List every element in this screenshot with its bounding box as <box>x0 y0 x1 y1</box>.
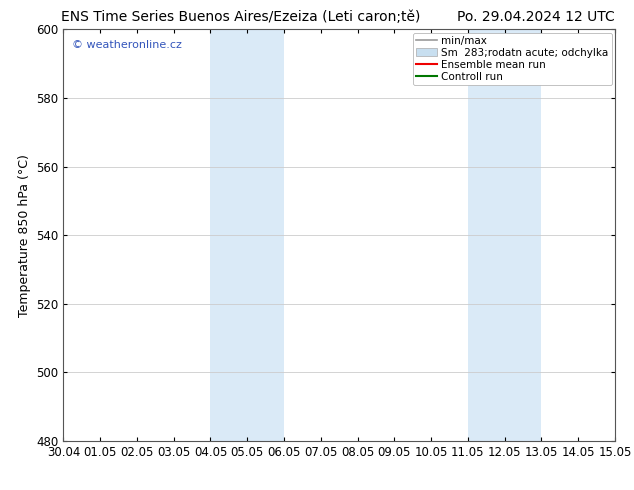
Legend: min/max, Sm  283;rodatn acute; odchylka, Ensemble mean run, Controll run: min/max, Sm 283;rodatn acute; odchylka, … <box>413 32 612 85</box>
Bar <box>468 29 541 441</box>
Bar <box>210 29 284 441</box>
Text: Po. 29.04.2024 12 UTC: Po. 29.04.2024 12 UTC <box>457 10 615 24</box>
Y-axis label: Temperature 850 hPa (°C): Temperature 850 hPa (°C) <box>18 154 30 317</box>
Text: © weatheronline.cz: © weatheronline.cz <box>72 40 181 49</box>
Text: ENS Time Series Buenos Aires/Ezeiza (Leti caron;tě): ENS Time Series Buenos Aires/Ezeiza (Let… <box>61 10 420 24</box>
